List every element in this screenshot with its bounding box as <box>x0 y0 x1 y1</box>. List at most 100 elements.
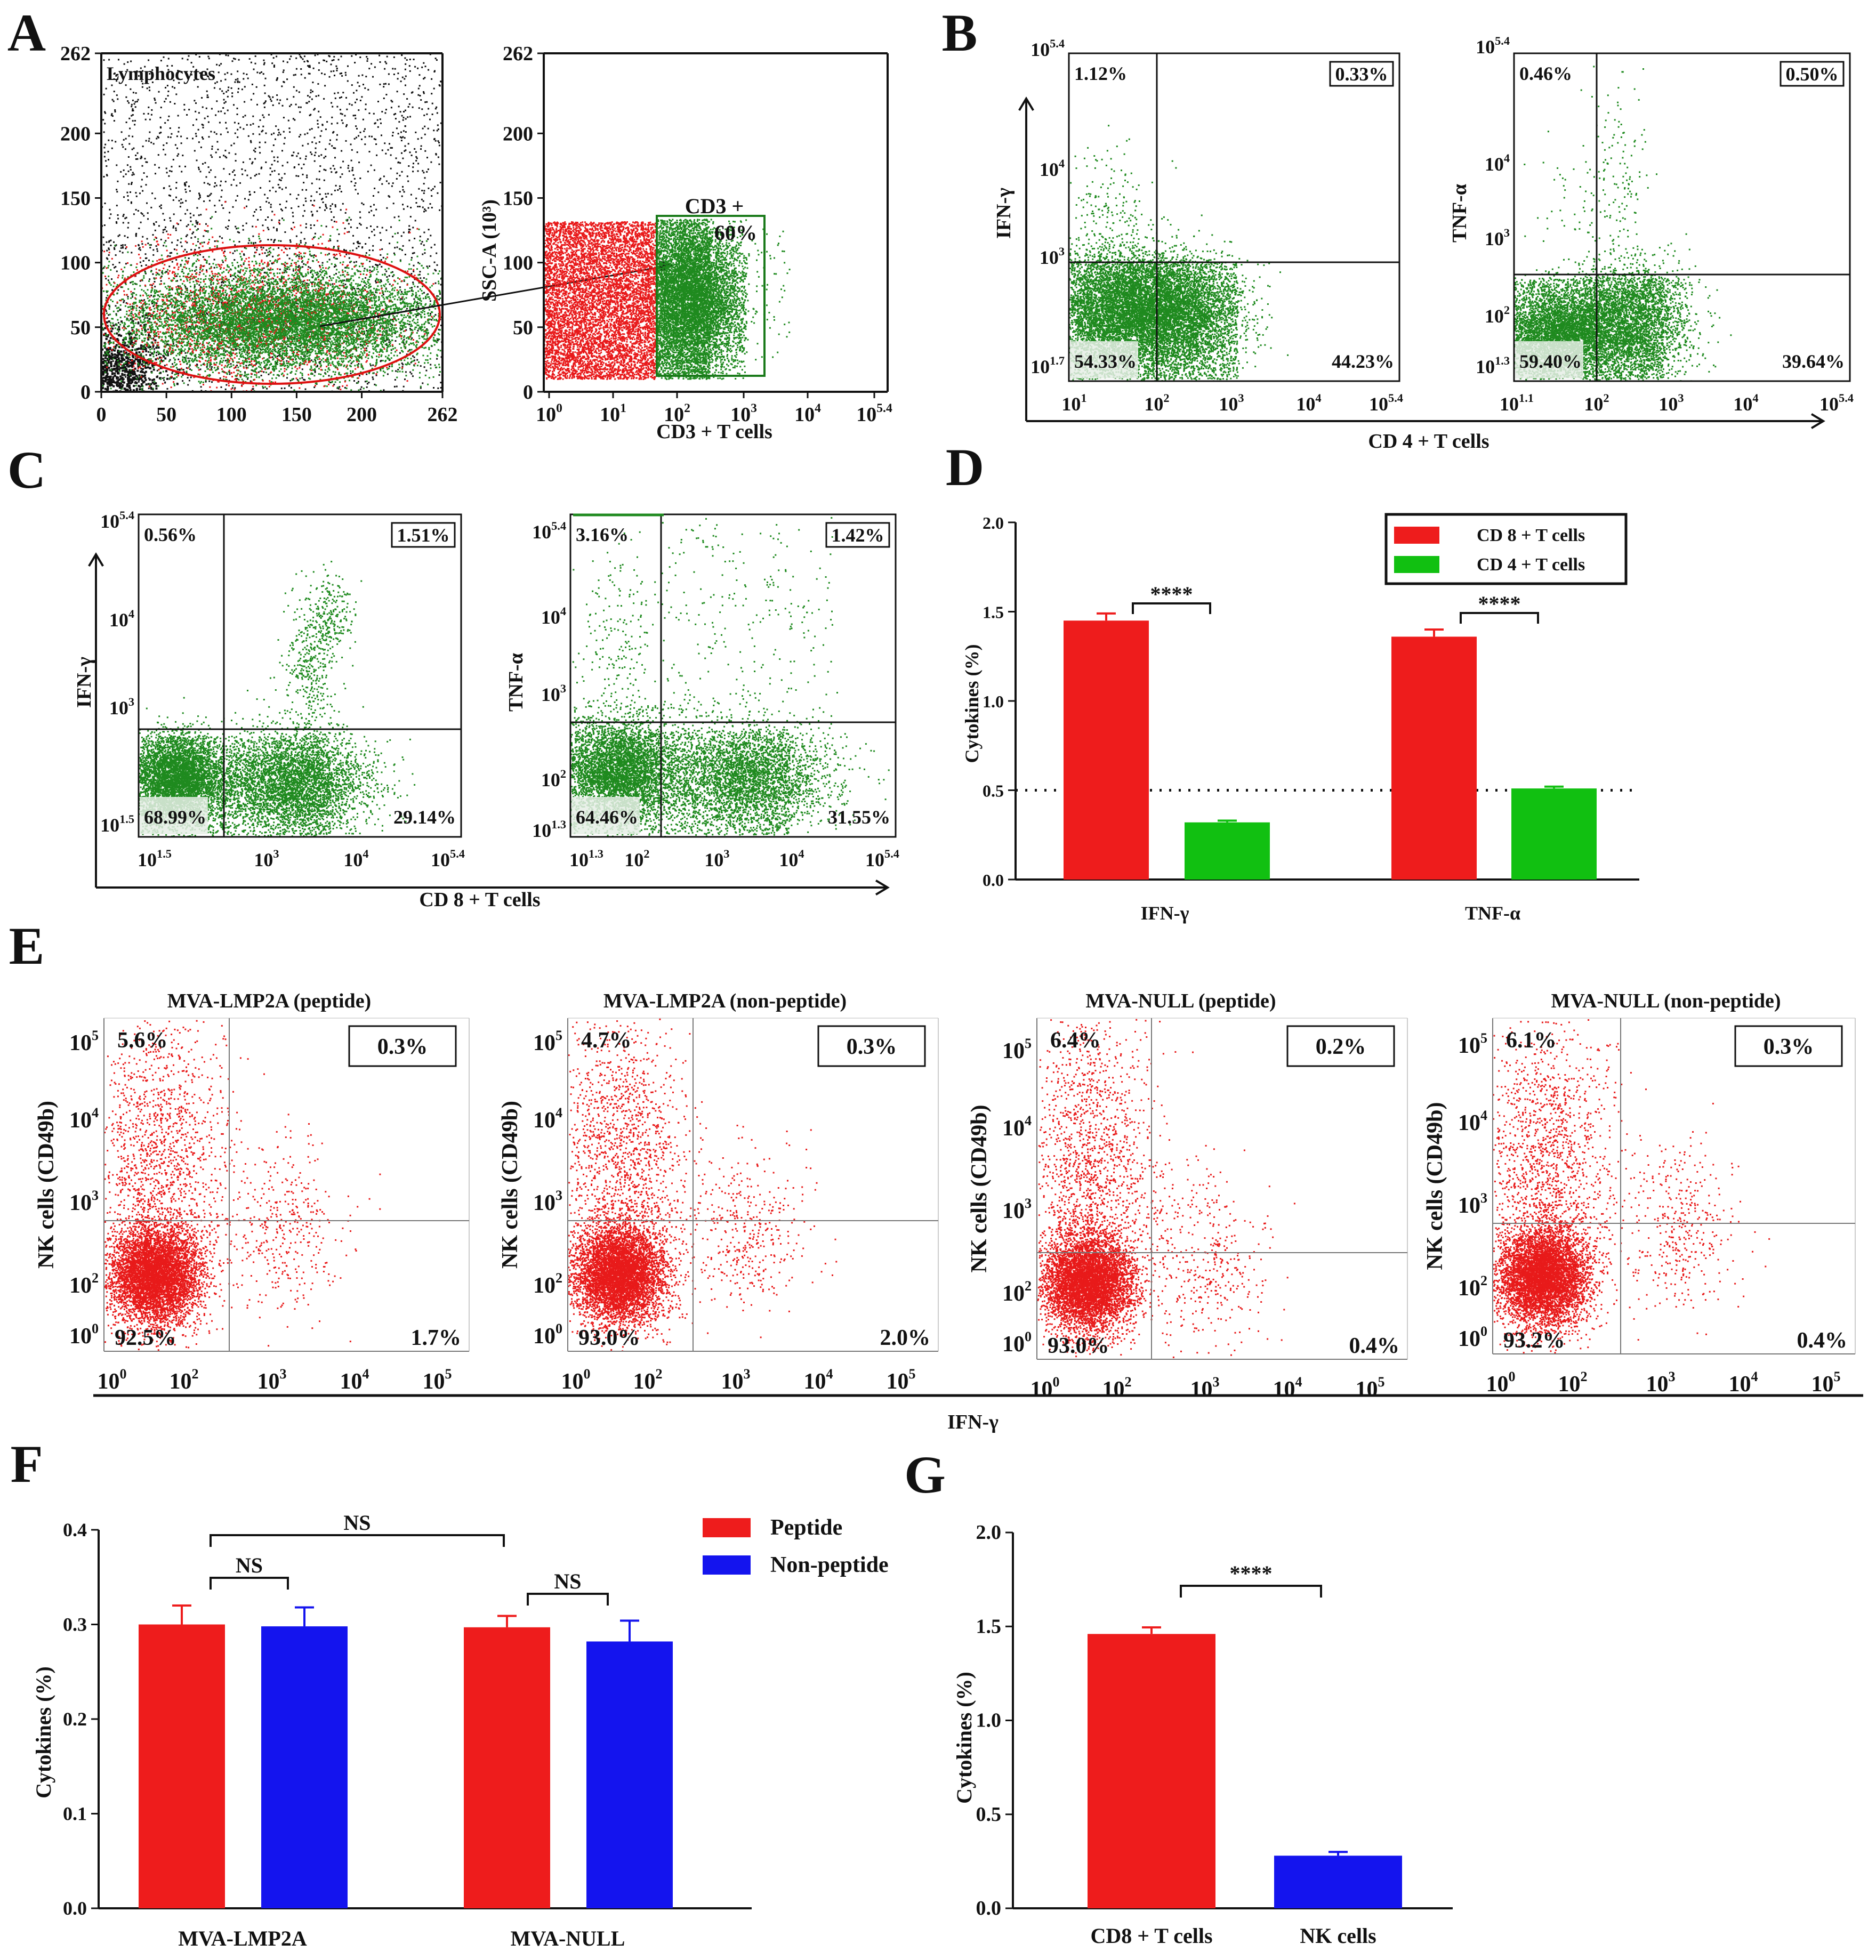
scatter-point <box>226 294 227 296</box>
scatter-point <box>351 276 352 277</box>
scatter-point <box>350 370 351 372</box>
scatter-point <box>331 145 333 147</box>
scatter-point <box>220 377 221 379</box>
scatter-point <box>421 67 423 68</box>
scatter-point <box>423 200 424 202</box>
scatter-point <box>203 127 204 128</box>
panel-letter-D: D <box>946 438 984 497</box>
scatter-point <box>420 277 421 279</box>
scatter-point <box>422 207 424 208</box>
scatter-point <box>246 223 247 224</box>
scatter-point <box>122 277 123 279</box>
scatter-point <box>190 221 192 222</box>
scatter-point <box>364 128 366 130</box>
scatter-point <box>159 373 160 374</box>
scatter-point <box>304 55 305 57</box>
scatter-point <box>246 206 247 207</box>
scatter-point <box>356 247 357 249</box>
scatter-point <box>202 357 203 359</box>
scatter-point <box>200 350 202 351</box>
scatter-point <box>273 374 275 376</box>
scatter-point <box>437 112 438 114</box>
scatter-point <box>198 284 200 286</box>
scatter-point <box>116 344 118 346</box>
scatter-point <box>283 69 285 71</box>
scatter-point <box>148 107 149 108</box>
scatter-point <box>156 221 157 223</box>
scatter-point <box>141 212 142 214</box>
scatter-point <box>419 85 421 86</box>
scatter-point <box>351 55 352 57</box>
scatter-point <box>184 166 186 167</box>
scatter-point <box>171 373 173 374</box>
scatter-point <box>123 214 125 215</box>
scatter-point <box>398 106 400 107</box>
scatter-point <box>372 245 374 247</box>
scatter-point <box>252 84 253 85</box>
scatter-point <box>146 383 148 385</box>
scatter-point <box>220 63 222 64</box>
scatter-point <box>125 96 127 98</box>
scatter-point <box>303 263 304 265</box>
scatter-point <box>282 165 284 166</box>
scatter-point <box>135 382 138 384</box>
scatter-point <box>128 354 130 356</box>
scatter-point <box>348 165 349 166</box>
scatter-point <box>364 87 366 89</box>
scatter-point <box>373 215 375 216</box>
scatter-point <box>211 148 213 150</box>
scatter-point <box>246 268 248 269</box>
scatter-point <box>222 261 224 263</box>
scatter-point <box>273 64 275 66</box>
scatter-point <box>370 365 372 366</box>
scatter-point <box>140 370 142 373</box>
scatter-point <box>366 252 367 254</box>
scatter-point <box>335 185 337 187</box>
scatter-point <box>264 85 265 86</box>
scatter-point <box>365 109 366 110</box>
scatter-point <box>130 88 131 90</box>
scatter-point <box>281 350 283 352</box>
scatter-point <box>123 170 125 171</box>
scatter-point <box>120 247 122 249</box>
scatter-point <box>412 171 414 172</box>
scatter-point <box>235 160 237 162</box>
scatter-point <box>117 214 119 216</box>
scatter-point <box>104 152 106 154</box>
scatter-point <box>270 174 271 175</box>
scatter-point <box>334 75 335 76</box>
scatter-point <box>206 366 208 368</box>
scatter-point <box>281 209 283 211</box>
scatter-point <box>180 241 182 243</box>
scatter-point <box>426 101 428 103</box>
scatter-point <box>409 287 411 289</box>
scatter-point <box>240 331 242 333</box>
scatter-point <box>407 181 409 182</box>
scatter-point <box>402 186 404 188</box>
scatter-point <box>155 318 157 319</box>
scatter-point <box>252 123 254 125</box>
scatter-point <box>284 231 286 233</box>
scatter-point <box>142 348 143 349</box>
scatter-point <box>251 242 252 244</box>
scatter-point <box>154 304 155 306</box>
scatter-point <box>287 268 288 270</box>
scatter-point <box>142 165 143 167</box>
scatter-point <box>398 133 399 134</box>
scatter-point <box>288 120 289 122</box>
scatter-point <box>124 244 126 246</box>
scatter-point <box>259 173 260 175</box>
scatter-point <box>255 209 257 211</box>
scatter-point <box>281 177 283 179</box>
scatter-point <box>418 107 420 109</box>
scatter-point <box>430 203 431 205</box>
scatter-point <box>184 249 186 251</box>
scatter-point <box>401 137 402 139</box>
scatter-point <box>423 192 425 194</box>
scatter-point <box>182 269 183 270</box>
scatter-point <box>152 382 154 384</box>
scatter-point <box>420 388 422 389</box>
scatter-point <box>329 240 331 241</box>
scatter-point <box>160 117 162 118</box>
scatter-point <box>339 188 341 189</box>
